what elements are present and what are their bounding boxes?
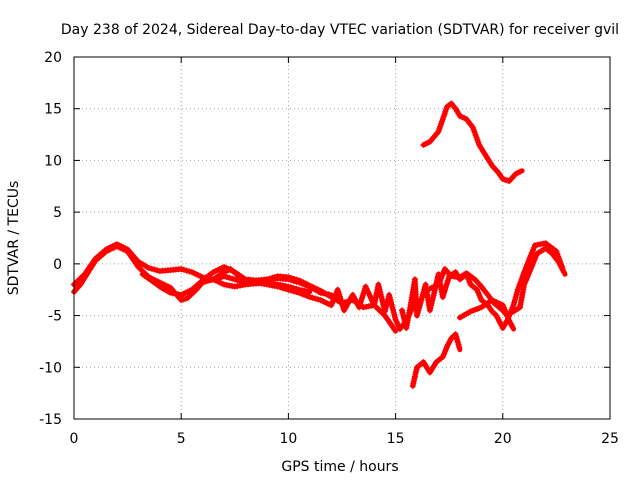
data-series-arc-4 bbox=[210, 266, 420, 332]
series-markers bbox=[424, 245, 567, 319]
plot-frame bbox=[73, 56, 611, 420]
tick-labels: 0 5 10 15 20 25 -15 -10 -5 0 5 10 15 20 bbox=[39, 50, 619, 447]
x-axis-label: GPS time / hours bbox=[281, 459, 398, 475]
x-tick-label: 25 bbox=[601, 431, 619, 447]
y-tick-label: -10 bbox=[39, 360, 62, 376]
y-tick-label: 10 bbox=[44, 153, 62, 169]
series-markers bbox=[409, 331, 463, 389]
series-markers bbox=[456, 297, 516, 330]
y-tick-label: 15 bbox=[44, 102, 62, 118]
x-tick-label: 20 bbox=[494, 431, 512, 447]
data-series-arc-9 bbox=[409, 331, 463, 389]
y-axis-label: SDTVAR / TECUs bbox=[6, 181, 22, 296]
data-series-arc-7 bbox=[456, 297, 516, 332]
grid-lines bbox=[74, 57, 610, 419]
data-series-arc-8 bbox=[420, 100, 525, 185]
x-tick-label: 5 bbox=[177, 431, 186, 447]
chart-title: Day 238 of 2024, Sidereal Day-to-day VTE… bbox=[61, 22, 619, 38]
y-tick-label: -15 bbox=[39, 412, 62, 428]
y-tick-label: 20 bbox=[44, 50, 62, 66]
series-markers bbox=[210, 266, 419, 332]
y-tick-label: -5 bbox=[48, 309, 62, 325]
x-tick-label: 0 bbox=[70, 431, 79, 447]
y-tick-label: 0 bbox=[53, 257, 62, 273]
y-tick-label: 5 bbox=[53, 205, 62, 221]
x-tick-label: 10 bbox=[279, 431, 297, 447]
x-tick-label: 15 bbox=[387, 431, 405, 447]
series-markers bbox=[420, 100, 523, 185]
